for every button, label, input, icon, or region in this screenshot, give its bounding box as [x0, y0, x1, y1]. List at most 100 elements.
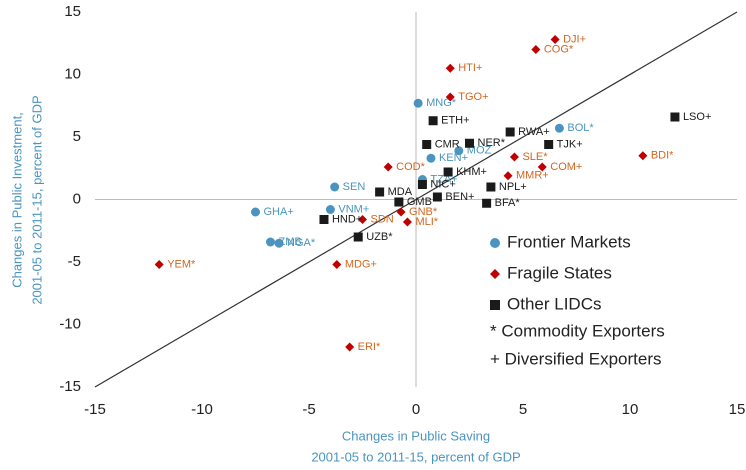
- legend-marker: [490, 238, 500, 248]
- point-label: COD*: [396, 161, 425, 173]
- point-label: LSO+: [683, 111, 711, 123]
- point-label: CMR: [435, 138, 460, 150]
- point: [383, 162, 393, 172]
- point: [443, 167, 453, 177]
- point: [432, 192, 442, 202]
- point: [537, 162, 547, 172]
- point-label: COG*: [544, 43, 574, 55]
- point-label: NGA*: [287, 237, 316, 249]
- point-label: GMB: [407, 196, 432, 208]
- point: [638, 151, 648, 161]
- y-tick-label: 10: [64, 65, 81, 82]
- point: [394, 197, 404, 207]
- point-label: MMR+: [516, 170, 549, 182]
- x-tick-label: 10: [622, 401, 639, 418]
- x-tick-label: -5: [302, 401, 315, 418]
- point-label: VNM+: [338, 203, 369, 215]
- point-label: RWA+: [518, 126, 549, 138]
- point: [154, 260, 164, 269]
- point: [503, 171, 513, 181]
- point: [332, 260, 342, 269]
- point-label: ERI*: [358, 341, 381, 353]
- y-tick-label: -10: [59, 315, 81, 332]
- x-tick-label: 5: [519, 401, 527, 418]
- point: [413, 98, 423, 108]
- point: [445, 92, 455, 102]
- point: [486, 182, 496, 192]
- x-axis-label: Changes in Public Saving: [342, 428, 490, 443]
- point: [251, 207, 260, 217]
- legend-label: Fragile States: [507, 263, 612, 282]
- point: [396, 207, 406, 217]
- point-label: GNB*: [409, 206, 438, 218]
- point-label: BEN+: [445, 191, 474, 203]
- y-axis-label: Changes in Public Investment,: [9, 112, 24, 288]
- point-label: SLE*: [522, 151, 548, 163]
- point-label: NIC+: [430, 178, 455, 190]
- point: [375, 187, 385, 197]
- y-tick-label: -15: [59, 378, 81, 395]
- point: [422, 140, 432, 149]
- point-label: GHA+: [264, 206, 294, 218]
- point-label: MDG+: [345, 258, 377, 270]
- point: [428, 116, 438, 126]
- diagonal-line: [94, 11, 738, 388]
- point: [265, 237, 275, 247]
- point: [454, 146, 464, 156]
- point-label: HTI+: [458, 62, 482, 74]
- point-label: KHM+: [456, 166, 487, 178]
- point-label: BOL*: [567, 122, 594, 134]
- x-axis-label: 2001-05 to 2011-15, percent of GDP: [311, 449, 520, 464]
- legend-label: Other LIDCs: [507, 294, 601, 313]
- legend-marker: [490, 269, 500, 279]
- point: [445, 63, 455, 73]
- y-tick-label: 5: [73, 128, 81, 145]
- y-axis-label: 2001-05 to 2011-15, percent of GDP: [29, 95, 44, 304]
- x-tick-label: -15: [84, 401, 106, 418]
- y-tick-label: -5: [68, 253, 81, 270]
- point: [465, 138, 474, 148]
- point-label: TJK+: [557, 138, 583, 150]
- x-tick-label: 0: [412, 401, 420, 418]
- legend-marker: [490, 300, 500, 310]
- point-label: NER*: [478, 137, 506, 149]
- point: [417, 180, 427, 189]
- point-label: COM+: [550, 161, 582, 173]
- point: [550, 35, 560, 44]
- point-label: NPL+: [499, 181, 527, 193]
- x-tick-label: 15: [729, 401, 746, 418]
- point: [358, 215, 367, 224]
- point-label: KEN+: [439, 152, 468, 164]
- point: [402, 217, 412, 227]
- point: [482, 198, 492, 208]
- y-tick-label: 0: [73, 190, 81, 207]
- point: [505, 127, 515, 137]
- point-label: MDA: [388, 186, 413, 198]
- legend-note: * Commodity Exporters: [490, 321, 665, 340]
- point-label: HND+: [332, 213, 362, 225]
- legend-note: + Diversified Exporters: [490, 349, 661, 368]
- point: [670, 112, 680, 122]
- point: [319, 215, 329, 224]
- point: [544, 140, 554, 149]
- point-label: MLI*: [415, 216, 438, 228]
- point: [325, 205, 335, 214]
- point-label: BFA*: [495, 197, 521, 209]
- point-label: TGO+: [458, 91, 488, 103]
- point: [274, 238, 284, 248]
- point-label: SDN: [371, 213, 394, 225]
- point-label: ZMB: [278, 236, 301, 248]
- point-label: ETH+: [441, 115, 469, 127]
- x-tick-label: -10: [191, 401, 213, 418]
- y-tick-label: 15: [64, 3, 81, 20]
- point-label: SEN: [343, 181, 366, 193]
- point: [426, 153, 436, 163]
- point-label: YEM*: [167, 258, 196, 270]
- point-label: BDI*: [651, 150, 674, 162]
- point: [345, 342, 355, 352]
- point-label: DJI+: [563, 33, 586, 45]
- point: [509, 152, 519, 162]
- point: [330, 182, 340, 192]
- point-label: UZB*: [366, 231, 393, 243]
